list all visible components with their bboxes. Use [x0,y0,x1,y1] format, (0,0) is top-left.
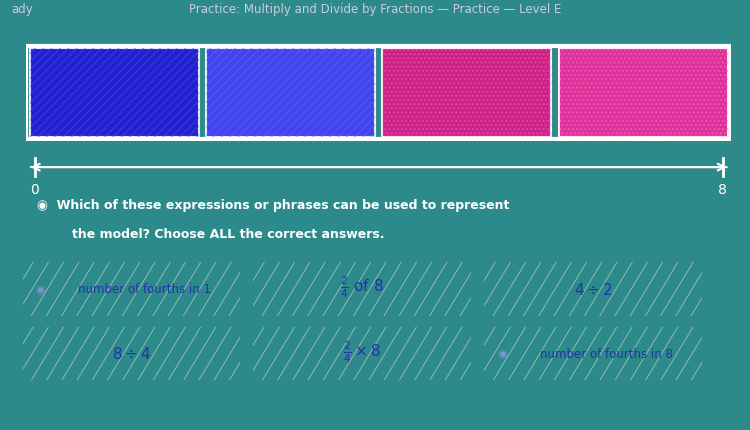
Bar [559,49,728,138]
Bar [206,49,375,138]
Bar [382,49,551,138]
Text: the model? Choose ALL the correct answers.: the model? Choose ALL the correct answer… [72,227,385,240]
Text: Practice: Multiply and Divide by Fractions — Practice — Level E: Practice: Multiply and Divide by Fractio… [189,3,561,16]
Text: ady: ady [11,3,33,16]
Text: number of fourths in 1: number of fourths in 1 [78,283,211,296]
Text: ◉  Which of these expressions or phrases can be used to represent: ◉ Which of these expressions or phrases … [37,198,509,211]
Bar [30,49,199,138]
Text: number of fourths in 8: number of fourths in 8 [540,347,673,360]
Text: 8: 8 [718,182,727,196]
Bar [559,49,728,138]
Text: $4 \div 2$: $4 \div 2$ [574,281,613,297]
Text: $\frac{2}{4} \times 8$: $\frac{2}{4} \times 8$ [344,338,381,364]
Bar [30,49,199,138]
Text: $8 \div 4$: $8 \div 4$ [112,346,151,362]
Text: ◉: ◉ [497,349,507,359]
Text: $\frac{2}{4}$ of 8: $\frac{2}{4}$ of 8 [340,274,384,299]
Bar [382,49,551,138]
Text: ◉: ◉ [35,284,45,294]
Text: 0: 0 [31,182,39,196]
Bar [206,49,375,138]
